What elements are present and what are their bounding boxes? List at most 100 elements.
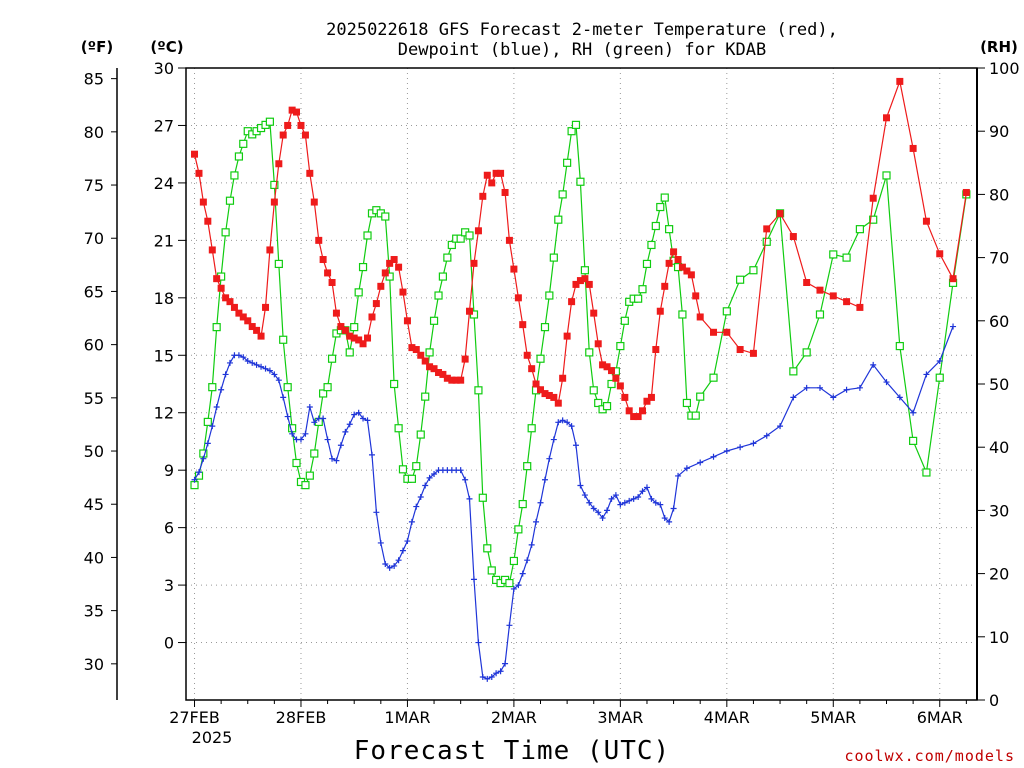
rh-tick-label: 80 bbox=[989, 185, 1009, 204]
rh-point bbox=[270, 180, 279, 190]
dewpoint-point bbox=[950, 323, 957, 330]
temperature-point bbox=[519, 321, 527, 329]
dewpoint-point bbox=[355, 409, 362, 416]
dewpoint-point bbox=[497, 668, 504, 675]
fahrenheit-tick-label: 60 bbox=[84, 336, 104, 355]
dewpoint-point bbox=[280, 394, 287, 401]
rh-point bbox=[789, 367, 798, 376]
date-tick-label: 1MAR bbox=[384, 708, 430, 727]
temperature-point bbox=[297, 121, 305, 129]
dewpoint-point bbox=[661, 515, 668, 522]
rh-tick-label: 70 bbox=[989, 249, 1009, 268]
rh-point bbox=[585, 348, 594, 357]
temperature-point bbox=[710, 328, 718, 336]
dewpoint-point bbox=[475, 639, 482, 646]
temperature-point bbox=[483, 171, 491, 179]
dewpoint-point bbox=[896, 394, 903, 401]
temperature-point bbox=[687, 271, 695, 279]
temperature-point bbox=[288, 106, 296, 114]
temperature-point bbox=[749, 349, 757, 357]
dewpoint-point bbox=[271, 371, 278, 378]
dewpoint-point bbox=[630, 495, 637, 502]
rh-point bbox=[549, 253, 558, 262]
dewpoint-point bbox=[537, 499, 544, 506]
temperature-point bbox=[554, 399, 562, 407]
dewpoint-point bbox=[262, 365, 269, 372]
temperature-point bbox=[448, 376, 456, 384]
rh-point bbox=[571, 120, 581, 129]
temperature-point bbox=[599, 361, 607, 369]
rh-point bbox=[483, 544, 492, 553]
rh-point bbox=[563, 158, 572, 167]
dewpoint-point bbox=[519, 570, 526, 577]
dewpoint-point bbox=[816, 384, 823, 391]
dewpoint-point bbox=[604, 507, 611, 514]
dewpoint-point bbox=[581, 492, 588, 499]
temperature-point bbox=[332, 309, 340, 317]
temperature-point bbox=[683, 267, 691, 275]
dewpoint-point bbox=[320, 415, 327, 422]
temperature-point bbox=[776, 210, 784, 218]
dewpoint-point bbox=[297, 436, 304, 443]
temperature-point bbox=[244, 317, 252, 325]
rh-point bbox=[638, 285, 647, 294]
fahrenheit-tick-label: 70 bbox=[84, 229, 104, 248]
year-label: 2025 bbox=[192, 728, 233, 747]
date-tick-label: 6MAR bbox=[917, 708, 963, 727]
fahrenheit-tick-label: 45 bbox=[84, 495, 104, 514]
temperature-point bbox=[408, 344, 416, 352]
temperature-point bbox=[270, 198, 278, 206]
dewpoint-point bbox=[289, 430, 296, 437]
dewpoint-point bbox=[856, 384, 863, 391]
dewpoint-point bbox=[670, 505, 677, 512]
rh-point bbox=[634, 294, 643, 303]
temperature-point bbox=[936, 250, 944, 258]
rh-point bbox=[465, 231, 474, 240]
dewpoint-point bbox=[595, 509, 602, 516]
dewpoint-point bbox=[599, 515, 606, 522]
temperature-point bbox=[656, 307, 664, 315]
rh-point bbox=[398, 465, 408, 474]
dewpoint-point bbox=[675, 472, 682, 479]
temperature-point bbox=[661, 282, 669, 290]
temperature-point bbox=[337, 323, 345, 331]
rh-point bbox=[518, 499, 527, 509]
temperature-point bbox=[829, 292, 837, 300]
rh-point bbox=[363, 231, 372, 240]
dewpoint-point bbox=[218, 386, 225, 393]
temperature-point bbox=[616, 382, 624, 390]
temperature-point bbox=[568, 298, 576, 306]
rh-point bbox=[230, 171, 239, 180]
dewpoint-point bbox=[413, 503, 420, 510]
temperature-point bbox=[341, 326, 349, 334]
credit-text: coolwx.com/models bbox=[844, 747, 1015, 765]
rh-point bbox=[558, 190, 567, 199]
dewpoint-point bbox=[564, 419, 571, 426]
temperature-point bbox=[217, 284, 225, 292]
fahrenheit-tick-label: 85 bbox=[84, 70, 104, 89]
temperature-point bbox=[466, 307, 474, 315]
rh-point bbox=[682, 398, 691, 408]
dewpoint-point bbox=[626, 497, 633, 504]
dewpoint-point bbox=[559, 417, 566, 424]
temperature-point bbox=[461, 355, 469, 363]
fahrenheit-tick-label: 30 bbox=[84, 655, 104, 674]
dewpoint-point bbox=[386, 564, 393, 571]
temperature-point bbox=[377, 282, 385, 290]
rh-tick-label: 50 bbox=[989, 375, 1009, 394]
rh-point bbox=[815, 310, 825, 319]
rh-point bbox=[412, 462, 421, 471]
rh-point bbox=[305, 471, 314, 480]
temperature-point bbox=[643, 397, 651, 405]
dewpoint-point bbox=[493, 670, 500, 677]
rh-point bbox=[487, 566, 496, 575]
temperature-point bbox=[457, 376, 465, 384]
celsius-tick-label: 6 bbox=[164, 519, 174, 538]
temperature-point bbox=[275, 160, 283, 168]
dewpoint-point bbox=[426, 474, 433, 481]
dewpoint-point bbox=[568, 423, 575, 430]
dewpoint-point bbox=[337, 442, 344, 449]
dewpoint-point bbox=[395, 557, 402, 564]
rh-axis-unit: (RH) bbox=[980, 38, 1018, 56]
fahrenheit-tick-label: 55 bbox=[84, 389, 104, 408]
